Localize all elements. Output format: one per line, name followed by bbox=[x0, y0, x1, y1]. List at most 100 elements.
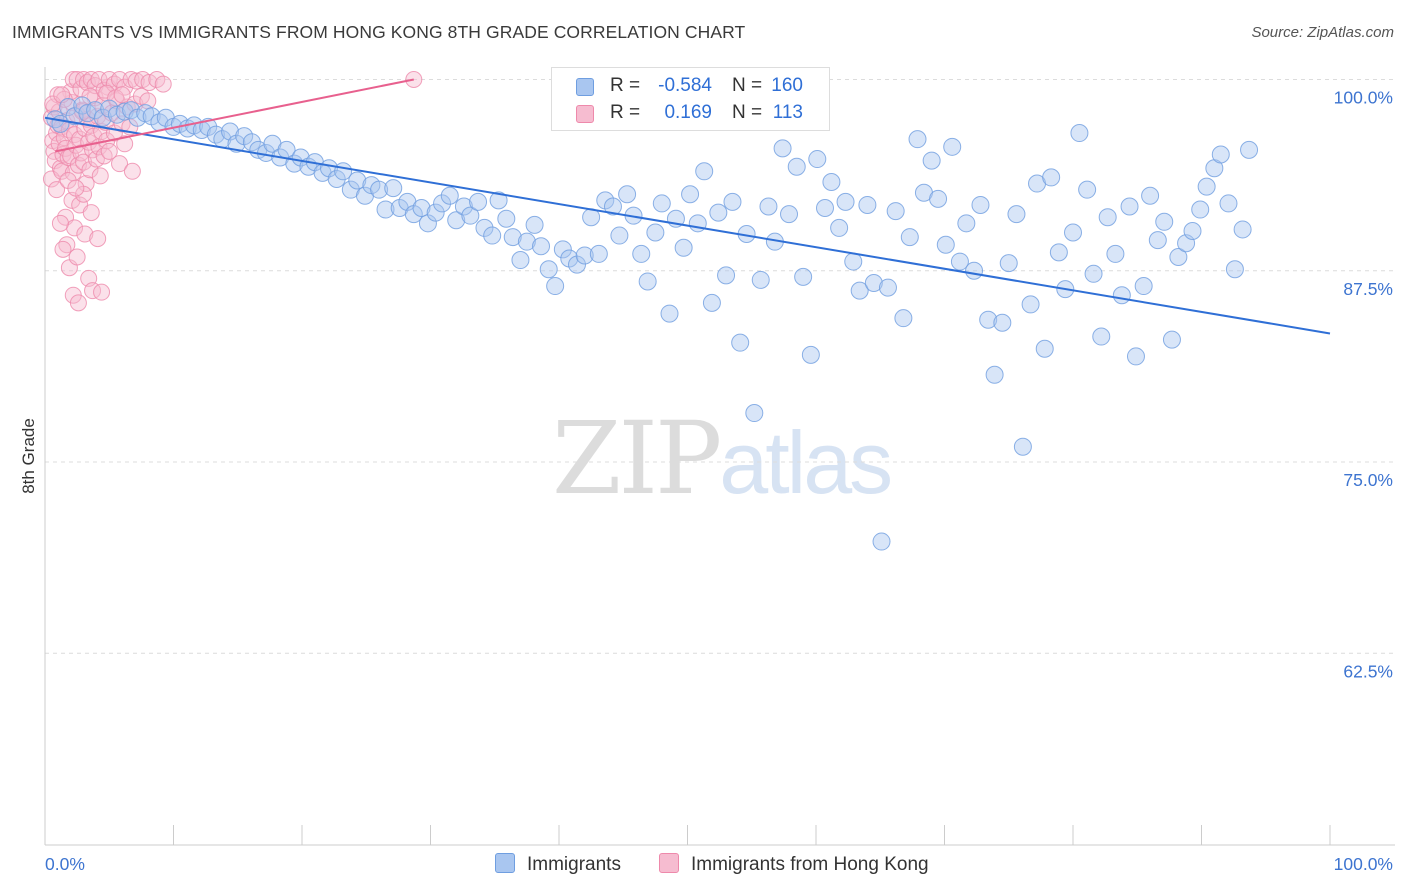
immigrants-point bbox=[808, 150, 827, 169]
hong-kong-point bbox=[66, 126, 84, 144]
hong-kong-point bbox=[69, 294, 87, 312]
immigrants-point bbox=[1120, 197, 1139, 216]
immigrants-point bbox=[517, 232, 536, 251]
hong-kong-point bbox=[77, 175, 95, 193]
immigrants-point bbox=[461, 206, 480, 225]
legend-n-label: N = bbox=[732, 75, 763, 96]
bottom-legend-hong-kong: Immigrants from Hong Kong bbox=[659, 853, 929, 876]
hong-kong-trendline bbox=[55, 78, 414, 153]
y-tick-label: 75.0% bbox=[1343, 470, 1393, 490]
immigrants-point bbox=[93, 108, 112, 127]
immigrants-point bbox=[836, 192, 855, 211]
immigrants-point bbox=[1064, 223, 1082, 242]
immigrants-point bbox=[872, 532, 891, 551]
immigrants-point bbox=[759, 197, 778, 216]
hong-kong-point bbox=[68, 71, 86, 88]
immigrants-point bbox=[929, 189, 948, 208]
immigrants-point bbox=[1092, 327, 1111, 346]
source-credit: Source: ZipAtlas.com bbox=[1251, 24, 1394, 41]
immigrants-point bbox=[511, 251, 530, 270]
immigrants-point bbox=[646, 223, 665, 242]
bottom-legend-label: Immigrants bbox=[527, 854, 621, 875]
immigrants-point bbox=[751, 270, 770, 289]
immigrants-point bbox=[674, 238, 693, 257]
immigrants-point bbox=[618, 185, 637, 204]
immigrants-point bbox=[59, 98, 78, 117]
immigrants-point bbox=[787, 157, 806, 176]
immigrants-point bbox=[1106, 244, 1125, 263]
immigrants-trendline bbox=[44, 116, 1331, 335]
hong-kong-point bbox=[67, 179, 85, 197]
immigrants-point bbox=[1035, 339, 1054, 358]
grid-layer bbox=[45, 79, 1395, 654]
hong-kong-point bbox=[82, 204, 100, 222]
immigrants-point bbox=[1162, 330, 1181, 349]
hong-kong-point bbox=[111, 155, 129, 173]
immigrants-point bbox=[745, 404, 764, 423]
immigrants-point bbox=[844, 252, 863, 271]
immigrants-point bbox=[489, 191, 508, 210]
immigrants-point bbox=[878, 278, 897, 297]
immigrants-point bbox=[1169, 247, 1188, 266]
immigrants-point bbox=[717, 266, 736, 285]
immigrants-point bbox=[1191, 200, 1210, 219]
immigrants-point bbox=[1078, 180, 1097, 199]
immigrants-point bbox=[1042, 168, 1061, 187]
tick-label-layer: 100.0% 87.5% 75.0% 62.5% 0.0% 100.0% 8th Grade bbox=[19, 88, 1393, 875]
immigrants-point bbox=[227, 134, 246, 153]
immigrants-point bbox=[908, 130, 927, 149]
immigrants-point bbox=[1211, 145, 1230, 164]
hong-kong-point bbox=[81, 161, 99, 179]
bottom-legend-label: Immigrants from Hong Kong bbox=[691, 854, 929, 875]
immigrants-point bbox=[1233, 220, 1252, 239]
immigrants-point bbox=[412, 199, 431, 218]
immigrants-point bbox=[731, 333, 750, 352]
y-axis-title: 8th Grade bbox=[19, 418, 38, 494]
immigrants-point bbox=[850, 281, 869, 300]
hong-kong-points bbox=[42, 71, 423, 312]
legend-r-label: R = bbox=[610, 75, 641, 96]
hong-kong-point bbox=[113, 86, 131, 104]
correlation-legend: R = -0.584 N = 160 R = 0.169 N = 113 bbox=[551, 67, 830, 131]
immigrants-point bbox=[384, 179, 403, 198]
immigrants-point bbox=[695, 162, 714, 181]
immigrants-point bbox=[1084, 264, 1103, 283]
x-tick-label-min: 0.0% bbox=[45, 854, 85, 874]
immigrants-point bbox=[610, 226, 629, 245]
immigrants-point bbox=[199, 117, 218, 136]
watermark-zip: ZIP bbox=[552, 400, 722, 517]
immigrants-point bbox=[773, 139, 792, 158]
immigrants-point bbox=[370, 180, 389, 199]
bottom-legend-immigrants: Immigrants bbox=[495, 853, 621, 876]
immigrants-point bbox=[936, 235, 955, 254]
immigrants-point bbox=[971, 195, 990, 214]
immigrants-point bbox=[979, 310, 998, 329]
immigrants-point bbox=[1197, 177, 1216, 196]
immigrants-point bbox=[1070, 124, 1089, 143]
immigrants-point bbox=[632, 244, 651, 263]
immigrants-point bbox=[886, 202, 905, 221]
immigrants-point bbox=[418, 214, 437, 233]
immigrants-point bbox=[1148, 231, 1167, 250]
immigrants-point bbox=[575, 246, 594, 265]
immigrants-point bbox=[1013, 437, 1032, 456]
immigrants-point bbox=[780, 205, 799, 224]
immigrants-point bbox=[1049, 243, 1068, 262]
immigrants-point bbox=[1007, 205, 1026, 224]
immigrants-point bbox=[525, 215, 544, 234]
immigrants-point bbox=[206, 125, 225, 144]
immigrants-point bbox=[1183, 221, 1202, 240]
hong-kong-point bbox=[91, 167, 109, 185]
hong-kong-point bbox=[81, 87, 99, 105]
legend-n-label: N = bbox=[732, 102, 763, 123]
immigrants-point bbox=[433, 194, 452, 213]
hong-kong-point bbox=[100, 71, 118, 88]
immigrants-point bbox=[922, 151, 941, 170]
hong-kong-point bbox=[93, 283, 111, 301]
hong-kong-point bbox=[54, 240, 72, 258]
immigrants-point bbox=[242, 133, 261, 152]
immigrants-point bbox=[900, 228, 919, 247]
immigrants-point bbox=[447, 211, 466, 230]
hong-kong-point bbox=[48, 181, 66, 199]
immigrants-point bbox=[532, 237, 551, 256]
